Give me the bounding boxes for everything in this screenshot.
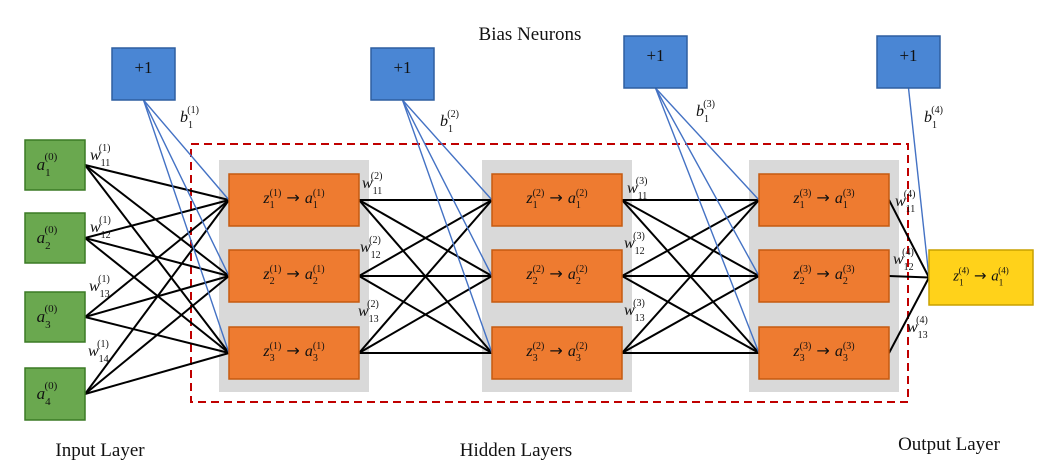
edge-input-hidden1 [84, 199, 230, 239]
bias-neuron-4-label: +1 [899, 46, 917, 65]
edge-hidden3-output [888, 199, 930, 278]
weight-label-3: w13(1) [89, 274, 110, 300]
hidden-node-l3-n2 [758, 249, 890, 303]
edge-hidden1-hidden2 [358, 199, 493, 277]
hidden-node-l2-n3-label: z3(2) → a3(2) [525, 341, 587, 364]
input-layer-label: Input Layer [55, 440, 145, 461]
edge-bias3 [654, 87, 760, 354]
hidden-node-l2-n2 [491, 249, 623, 303]
output-node [928, 249, 1034, 306]
edge-bias2 [401, 99, 493, 354]
bias-neuron-3-label: +1 [646, 46, 664, 65]
bias-neuron-4 [876, 35, 941, 89]
edge-hidden3-output [888, 275, 930, 279]
output-node-label: z1(4) → a1(4) [952, 266, 1008, 288]
hidden-node-l1-n2 [228, 249, 360, 303]
bias-neuron-2-label: +1 [393, 58, 411, 77]
hidden-node-l2-n2-label: z2(2) → a2(2) [525, 264, 587, 287]
edge-bias1 [142, 99, 230, 354]
output-layer-label: Output Layer [898, 434, 1001, 455]
edge-bias1 [142, 99, 230, 201]
edge-hidden2-hidden3 [621, 275, 760, 354]
bias-neuron-1 [111, 47, 176, 101]
edge-input-hidden1 [84, 352, 230, 395]
bias-weight-label-1: b1(1) [180, 105, 199, 131]
hidden-node-l2-n3 [491, 326, 623, 380]
edge-input-hidden1 [84, 199, 230, 318]
hidden-node-l1-n1-label: z1(1) → a1(1) [262, 188, 324, 211]
weight-label-1: w11(1) [90, 143, 110, 169]
weight-label-5: w11(2) [362, 171, 382, 197]
edge-input-hidden1 [84, 275, 230, 395]
hidden-layers-label: Hidden Layers [460, 440, 572, 461]
hidden-node-l2-n1-label: z1(2) → a1(2) [525, 188, 587, 211]
hidden-node-l3-n1-label: z1(3) → a1(3) [792, 188, 854, 211]
bias-neuron-1-label: +1 [134, 58, 152, 77]
hidden-node-l1-n2-label: z2(1) → a2(1) [262, 264, 324, 287]
edge-input-hidden1 [84, 199, 230, 395]
hidden-node-l3-n1 [758, 173, 890, 227]
bias-neuron-3 [623, 35, 688, 89]
edge-input-hidden1 [84, 164, 230, 277]
input-node-3-label: a3(0) [37, 303, 58, 331]
edge-bias1 [142, 99, 230, 277]
hidden-node-l1-n1 [228, 173, 360, 227]
edge-bias3 [654, 87, 760, 201]
edge-bias2 [401, 99, 493, 201]
title-bias-neurons: Bias Neurons [479, 24, 582, 45]
bias-weight-label-4: b1(4) [924, 105, 943, 131]
edge-input-hidden1 [84, 164, 230, 201]
bias-neuron-2 [370, 47, 435, 101]
input-node-4-label: a4(0) [37, 380, 58, 408]
weight-label-7: w13(2) [358, 299, 379, 325]
weight-label-11: w11(4) [895, 189, 915, 215]
input-node-1 [24, 139, 86, 191]
weight-label-2: w12(1) [90, 215, 111, 241]
edge-hidden3-output [888, 277, 930, 354]
weight-label-4: w14(1) [88, 339, 109, 365]
edge-input-hidden1 [84, 237, 230, 277]
hidden-node-l2-n1 [491, 173, 623, 227]
hidden-node-l3-n3-label: z3(3) → a3(3) [792, 341, 854, 364]
input-node-4 [24, 367, 86, 421]
hidden-node-l3-n3 [758, 326, 890, 380]
weight-label-8: w11(3) [627, 176, 647, 202]
edge-hidden1-hidden2 [358, 199, 493, 354]
hidden-node-l1-n3 [228, 326, 360, 380]
bias-weight-label-2: b1(2) [440, 109, 459, 135]
weight-label-10: w13(3) [624, 298, 645, 324]
hidden-node-l1-n3-label: z3(1) → a3(1) [262, 341, 324, 364]
bias-weight-label-3: b1(3) [696, 99, 715, 125]
input-node-3 [24, 291, 86, 343]
edge-hidden2-hidden3 [621, 199, 760, 277]
hidden-node-l3-n2-label: z2(3) → a2(3) [792, 264, 854, 287]
input-node-2-label: a2(0) [37, 224, 58, 252]
input-node-2 [24, 212, 86, 264]
input-node-1-label: a1(0) [37, 151, 58, 179]
weight-label-13: w13(4) [907, 315, 928, 341]
edge-bias2 [401, 99, 493, 277]
weight-label-6: w12(2) [360, 235, 381, 261]
edge-bias4 [907, 87, 930, 278]
edge-hidden2-hidden3 [621, 199, 760, 354]
edge-bias3 [654, 87, 760, 277]
hidden-layers-dashed-border [190, 143, 909, 403]
weight-label-12: w12(4) [893, 247, 914, 273]
weight-label-9: w12(3) [624, 231, 645, 257]
